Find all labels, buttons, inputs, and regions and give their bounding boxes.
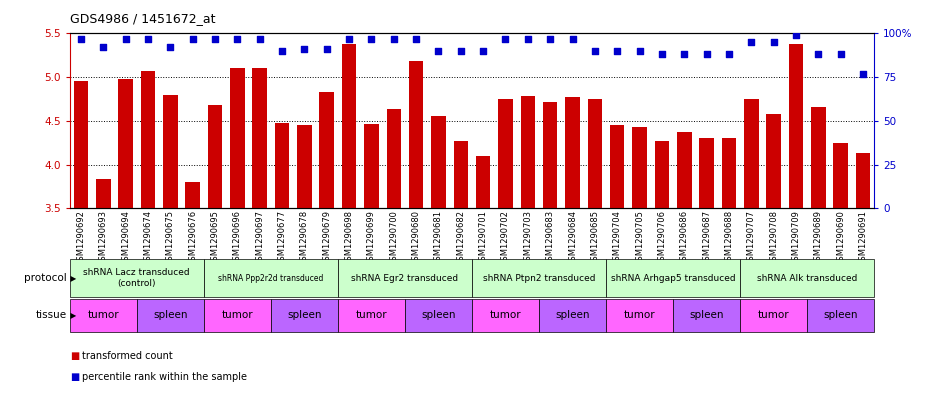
Point [408, 35, 423, 42]
Bar [565, 97, 579, 208]
Bar [498, 99, 512, 208]
Bar [207, 105, 222, 208]
Point [789, 32, 804, 38]
Point [811, 51, 826, 57]
Bar [230, 68, 245, 208]
Point [386, 35, 401, 42]
Bar [699, 138, 714, 208]
Bar [365, 124, 379, 208]
Bar [140, 71, 155, 208]
Point [297, 46, 312, 52]
Point [766, 39, 781, 45]
Bar [811, 107, 826, 208]
Bar [722, 138, 737, 208]
Bar [766, 114, 781, 208]
Bar [521, 96, 535, 208]
Point [96, 44, 111, 51]
Bar [588, 99, 602, 208]
Bar [320, 92, 334, 208]
Bar [118, 79, 133, 208]
Point [163, 44, 178, 51]
Text: tumor: tumor [355, 310, 387, 320]
Point [185, 35, 200, 42]
Point [655, 51, 670, 57]
Point [476, 48, 491, 54]
Bar [252, 68, 267, 208]
Point [453, 48, 468, 54]
Point [521, 35, 536, 42]
Point [699, 51, 714, 57]
Bar [185, 182, 200, 208]
Bar [342, 44, 356, 208]
Text: tissue: tissue [36, 310, 67, 320]
Point [364, 35, 379, 42]
Text: tumor: tumor [221, 310, 253, 320]
Bar [96, 180, 111, 208]
Point [856, 70, 870, 77]
Bar [163, 95, 178, 208]
Text: spleen: spleen [153, 310, 188, 320]
Bar [744, 99, 759, 208]
Bar [387, 108, 401, 208]
Point [252, 35, 267, 42]
Text: ■: ■ [70, 351, 79, 361]
Text: shRNA Lacz transduced
(control): shRNA Lacz transduced (control) [84, 268, 190, 288]
Text: GDS4986 / 1451672_at: GDS4986 / 1451672_at [70, 12, 215, 25]
Bar [274, 123, 289, 208]
Bar [432, 116, 445, 208]
Point [274, 48, 289, 54]
Point [833, 51, 848, 57]
Text: percentile rank within the sample: percentile rank within the sample [82, 372, 246, 382]
Text: spleen: spleen [689, 310, 724, 320]
Bar [610, 125, 624, 208]
Text: tumor: tumor [87, 310, 119, 320]
Bar [856, 153, 870, 208]
Text: spleen: spleen [421, 310, 456, 320]
Bar [476, 156, 490, 208]
Text: tumor: tumor [490, 310, 522, 320]
Bar [543, 102, 557, 208]
Point [140, 35, 155, 42]
Text: shRNA Arhgap5 transduced: shRNA Arhgap5 transduced [611, 274, 736, 283]
Point [207, 35, 222, 42]
Text: transformed count: transformed count [82, 351, 173, 361]
Bar [73, 81, 88, 208]
Text: shRNA Ptpn2 transduced: shRNA Ptpn2 transduced [483, 274, 595, 283]
Point [431, 48, 445, 54]
Text: spleen: spleen [287, 310, 322, 320]
Bar [655, 141, 670, 208]
Text: ▶: ▶ [68, 274, 76, 283]
Point [73, 35, 88, 42]
Point [588, 48, 603, 54]
Text: shRNA Alk transduced: shRNA Alk transduced [757, 274, 857, 283]
Bar [409, 61, 423, 208]
Point [543, 35, 558, 42]
Bar [632, 127, 647, 208]
Point [722, 51, 737, 57]
Point [319, 46, 334, 52]
Bar [833, 143, 848, 208]
Text: shRNA Egr2 transduced: shRNA Egr2 transduced [352, 274, 458, 283]
Bar [297, 125, 312, 208]
Point [610, 48, 625, 54]
Point [677, 51, 692, 57]
Point [744, 39, 759, 45]
Text: spleen: spleen [823, 310, 858, 320]
Point [341, 35, 356, 42]
Point [498, 35, 513, 42]
Bar [789, 44, 804, 208]
Point [118, 35, 133, 42]
Text: shRNA Ppp2r2d transduced: shRNA Ppp2r2d transduced [219, 274, 324, 283]
Point [230, 35, 245, 42]
Point [632, 48, 647, 54]
Text: tumor: tumor [758, 310, 790, 320]
Text: spleen: spleen [555, 310, 590, 320]
Text: protocol: protocol [24, 273, 67, 283]
Point [565, 35, 580, 42]
Bar [677, 132, 692, 208]
Text: tumor: tumor [624, 310, 656, 320]
Text: ■: ■ [70, 372, 79, 382]
Bar [454, 141, 468, 208]
Text: ▶: ▶ [68, 311, 76, 320]
